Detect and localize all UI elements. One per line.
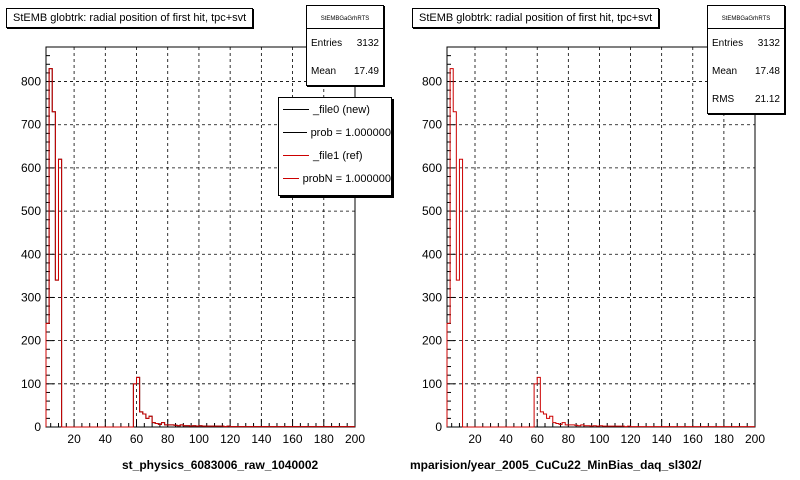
y-tick-label: 500 [422, 204, 442, 218]
legend-box: _file0 (new) prob = 1.000000 _file1 (ref… [278, 97, 392, 196]
x-tick-label: 120 [621, 432, 641, 446]
legend-entry: probN = 1.000000 [279, 167, 391, 190]
y-tick-label: 300 [21, 290, 41, 304]
x-tick-label: 20 [468, 432, 482, 446]
y-tick-label: 800 [21, 75, 41, 89]
y-tick-label: 0 [435, 420, 442, 434]
y-tick-label: 200 [422, 334, 442, 348]
legend-label: _file1 (ref) [313, 149, 363, 162]
y-tick-label: 400 [422, 247, 442, 261]
x-tick-label: 60 [531, 432, 545, 446]
histogram-plot-right: 20 40 60 80 100 120 140 160 180 200 0 100 200 300 400 5… [422, 46, 765, 446]
y-tick-label: 300 [422, 290, 442, 304]
y-tick-label: 100 [21, 377, 41, 391]
stats-box-left: StEMBGaGrhRTS Entries 3132 Mean 17.49 [306, 5, 384, 86]
y-tick-label: 600 [21, 161, 41, 175]
x-tick-label: 180 [714, 432, 734, 446]
y-tick-label: 0 [34, 420, 41, 434]
stats-label: Mean [311, 65, 337, 77]
stats-row-entries: Entries 3132 [307, 29, 383, 57]
stats-label: Entries [712, 37, 744, 49]
x-tick-label: 40 [499, 432, 513, 446]
legend-entry: prob = 1.000000 [279, 121, 391, 144]
y-tick-label: 700 [422, 118, 442, 132]
chart-title-left: StEMB globtrk: radial position of first … [6, 8, 254, 28]
x-tick-label: 80 [562, 432, 576, 446]
y-tick-label: 500 [21, 204, 41, 218]
legend-swatch [283, 178, 299, 179]
stats-label: Entries [311, 37, 343, 49]
x-tick-label: 180 [314, 432, 334, 446]
x-tick-label: 200 [345, 432, 365, 446]
legend-label: probN = 1.000000 [302, 172, 391, 185]
y-tick-label: 200 [21, 334, 41, 348]
x-tick-label: 40 [99, 432, 113, 446]
stats-value: 17.48 [754, 65, 780, 77]
y-tick-label: 700 [21, 118, 41, 132]
x-tick-label: 140 [652, 432, 672, 446]
plot-frame [446, 46, 756, 428]
x-tick-label: 100 [589, 432, 609, 446]
stats-header: StEMBGaGrhRTS [708, 6, 784, 29]
stats-value: 3132 [757, 37, 780, 49]
legend-label: _file0 (new) [313, 103, 370, 116]
x-tick-label: 20 [67, 432, 81, 446]
x-tick-label: 200 [745, 432, 765, 446]
stats-box-right: StEMBGaGrhRTS Entries 3132 Mean 17.48 RM… [707, 5, 785, 114]
x-tick-label: 100 [189, 432, 209, 446]
stats-row-entries: Entries 3132 [708, 29, 784, 57]
legend-entry: _file1 (ref) [279, 144, 391, 167]
stats-value: 17.49 [353, 65, 379, 77]
stats-label: Mean [712, 65, 738, 77]
stats-header: StEMBGaGrhRTS [307, 6, 383, 29]
x-axis-title-right: mparision/year_2005_CuCu22_MinBias_daq_s… [410, 458, 702, 472]
y-tick-label: 100 [422, 377, 442, 391]
legend-swatch [283, 109, 309, 110]
y-tick-label: 800 [422, 75, 442, 89]
legend-label: prob = 1.000000 [310, 126, 391, 139]
stats-row-rms: RMS 21.12 [708, 85, 784, 113]
legend-swatch [283, 132, 307, 133]
x-tick-label: 60 [130, 432, 144, 446]
stats-value: 3132 [356, 37, 379, 49]
stats-value: 21.12 [754, 93, 780, 105]
y-tick-label: 400 [21, 247, 41, 261]
legend-swatch [283, 155, 309, 156]
x-tick-label: 140 [251, 432, 271, 446]
x-tick-label: 120 [220, 432, 240, 446]
histogram-series-line [45, 68, 355, 428]
legend-entry: _file0 (new) [279, 98, 391, 121]
stats-row-mean: Mean 17.48 [708, 57, 784, 85]
chart-title-right: StEMB globtrk: radial position of first … [412, 8, 660, 28]
x-tick-label: 80 [161, 432, 175, 446]
y-tick-label: 600 [422, 161, 442, 175]
histogram-series-line [446, 68, 755, 428]
x-tick-label: 160 [283, 432, 303, 446]
stats-label: RMS [712, 93, 735, 105]
x-tick-label: 160 [683, 432, 703, 446]
stats-row-mean: Mean 17.49 [307, 57, 383, 85]
x-axis-title-left: st_physics_6083006_raw_1040002 [122, 458, 319, 472]
